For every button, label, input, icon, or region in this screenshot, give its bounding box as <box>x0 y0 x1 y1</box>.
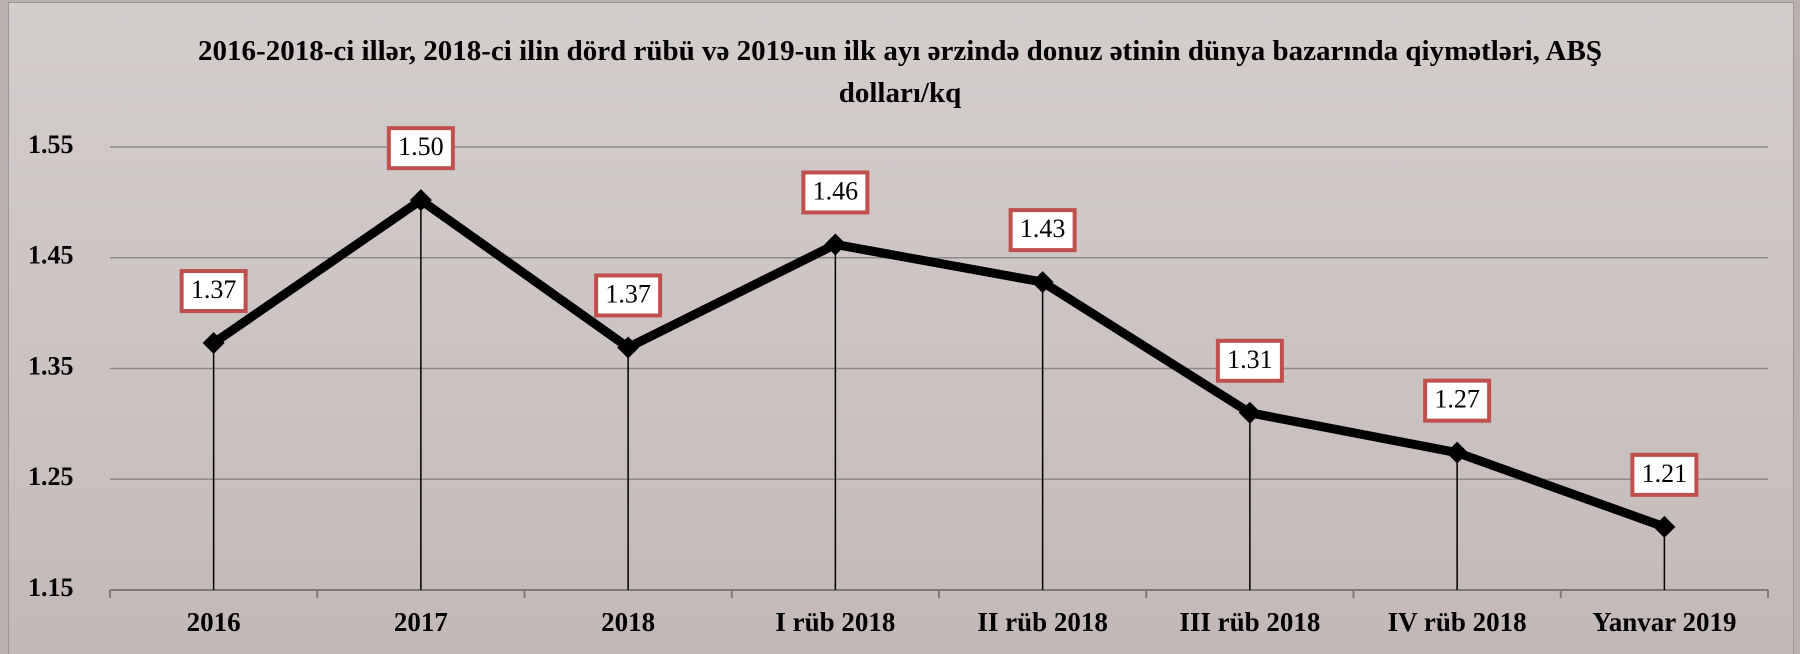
x-tick-label: I rüb 2018 <box>775 607 895 637</box>
data-label-box <box>1630 452 1699 497</box>
data-label-box <box>1008 208 1077 253</box>
data-label: 1.37 <box>191 275 237 304</box>
x-tick-label: 2017 <box>394 607 448 637</box>
x-tick-label: IV rüb 2018 <box>1388 607 1527 637</box>
x-tick-label: Yanvar 2019 <box>1592 607 1736 637</box>
data-label: 1.43 <box>1020 214 1066 243</box>
marker <box>409 189 432 212</box>
data-label: 1.21 <box>1642 459 1688 488</box>
x-tick-label: II rüb 2018 <box>977 607 1108 637</box>
x-tick-label: 2018 <box>601 607 655 637</box>
data-label: 1.46 <box>813 176 859 205</box>
data-label: 1.37 <box>605 279 651 308</box>
data-label-box <box>801 170 870 215</box>
data-label-box <box>179 269 248 314</box>
data-label-box <box>1423 378 1492 423</box>
marker <box>1446 441 1469 464</box>
y-tick-label: 1.15 <box>28 573 74 602</box>
marker <box>617 336 640 359</box>
data-label-box <box>386 126 455 171</box>
series-line <box>211 195 1666 532</box>
y-tick-label: 1.35 <box>28 351 74 380</box>
marker <box>1238 401 1261 424</box>
chart-background <box>8 2 1794 654</box>
marker <box>1653 515 1676 538</box>
y-tick-label: 1.55 <box>28 130 74 159</box>
data-label: 1.27 <box>1434 385 1480 414</box>
data-label-box <box>1215 338 1284 383</box>
y-tick-label: 1.45 <box>28 241 74 270</box>
marker <box>1031 271 1054 294</box>
marker <box>824 233 847 256</box>
marker <box>202 332 225 355</box>
data-label: 1.50 <box>398 132 444 161</box>
x-tick-label: III rüb 2018 <box>1179 607 1320 637</box>
data-label-box <box>594 273 663 318</box>
data-label: 1.31 <box>1227 345 1273 374</box>
chart-title: 2016-2018-ci illər, 2018-ci ilin dörd rü… <box>198 35 1602 109</box>
x-tick-label: 2016 <box>187 607 241 637</box>
y-tick-label: 1.25 <box>28 462 74 491</box>
